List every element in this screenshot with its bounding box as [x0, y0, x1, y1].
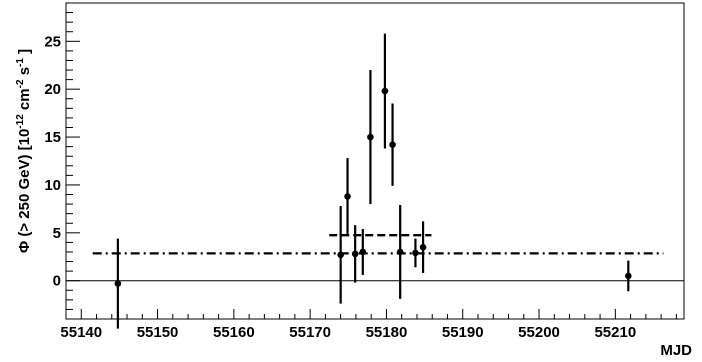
y-axis-title: Φ (> 250 GeV) [10-12 cm-2 s-1 ] [15, 49, 33, 253]
data-point [396, 248, 404, 256]
data-point [114, 280, 122, 287]
x-tick-label: 55210 [594, 324, 636, 341]
axis-labels: 55140 55150 55160 55170 55180 55190 55200 55210… [44, 33, 636, 341]
y-tick-label: 0 [53, 273, 61, 290]
x-tick-label: 55140 [60, 324, 102, 341]
data-point [625, 272, 632, 280]
y-tick-label: 25 [44, 33, 61, 50]
data-point [351, 250, 359, 258]
y-tick-label: 20 [44, 81, 61, 98]
data-points [114, 33, 632, 329]
data-point [412, 249, 419, 257]
x-tick-label: 55200 [518, 324, 560, 341]
x-tick-label: 55170 [289, 324, 331, 341]
x-tick-label: 55190 [442, 324, 484, 341]
data-point [344, 193, 351, 200]
axis-ticks [66, 2, 677, 320]
x-tick-label: 55180 [366, 324, 408, 341]
x-axis-title: MJD [660, 342, 692, 359]
plot-frame [65, 2, 685, 320]
data-point [337, 251, 344, 259]
data-point [419, 243, 427, 251]
x-tick-label: 55160 [213, 324, 255, 341]
y-tick-label: 15 [44, 129, 61, 146]
data-point [389, 141, 396, 149]
y-tick-label: 5 [53, 225, 61, 242]
reference-lines [66, 234, 684, 282]
y-tick-label: 10 [44, 177, 61, 194]
plot-area [65, 2, 685, 320]
data-point [381, 87, 389, 95]
x-tick-label: 55150 [137, 324, 179, 341]
data-point [359, 248, 367, 256]
data-point [367, 133, 374, 141]
